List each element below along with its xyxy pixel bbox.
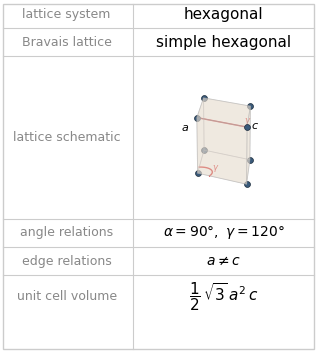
Text: $\alpha = 90°,\ \gamma = 120°$: $\alpha = 90°,\ \gamma = 120°$ bbox=[163, 225, 284, 241]
Text: hexagonal: hexagonal bbox=[184, 7, 263, 22]
Text: $\dfrac{1}{2}\,\sqrt{3}\, a^2\, c$: $\dfrac{1}{2}\,\sqrt{3}\, a^2\, c$ bbox=[189, 280, 258, 313]
Text: lattice system: lattice system bbox=[23, 8, 111, 20]
Text: Bravais lattice: Bravais lattice bbox=[22, 36, 112, 49]
Text: unit cell volume: unit cell volume bbox=[16, 290, 117, 303]
Text: simple hexagonal: simple hexagonal bbox=[156, 35, 291, 50]
Text: angle relations: angle relations bbox=[20, 227, 113, 239]
Text: edge relations: edge relations bbox=[22, 255, 112, 268]
Text: lattice schematic: lattice schematic bbox=[13, 131, 120, 144]
Text: $a \neq c$: $a \neq c$ bbox=[206, 254, 241, 268]
